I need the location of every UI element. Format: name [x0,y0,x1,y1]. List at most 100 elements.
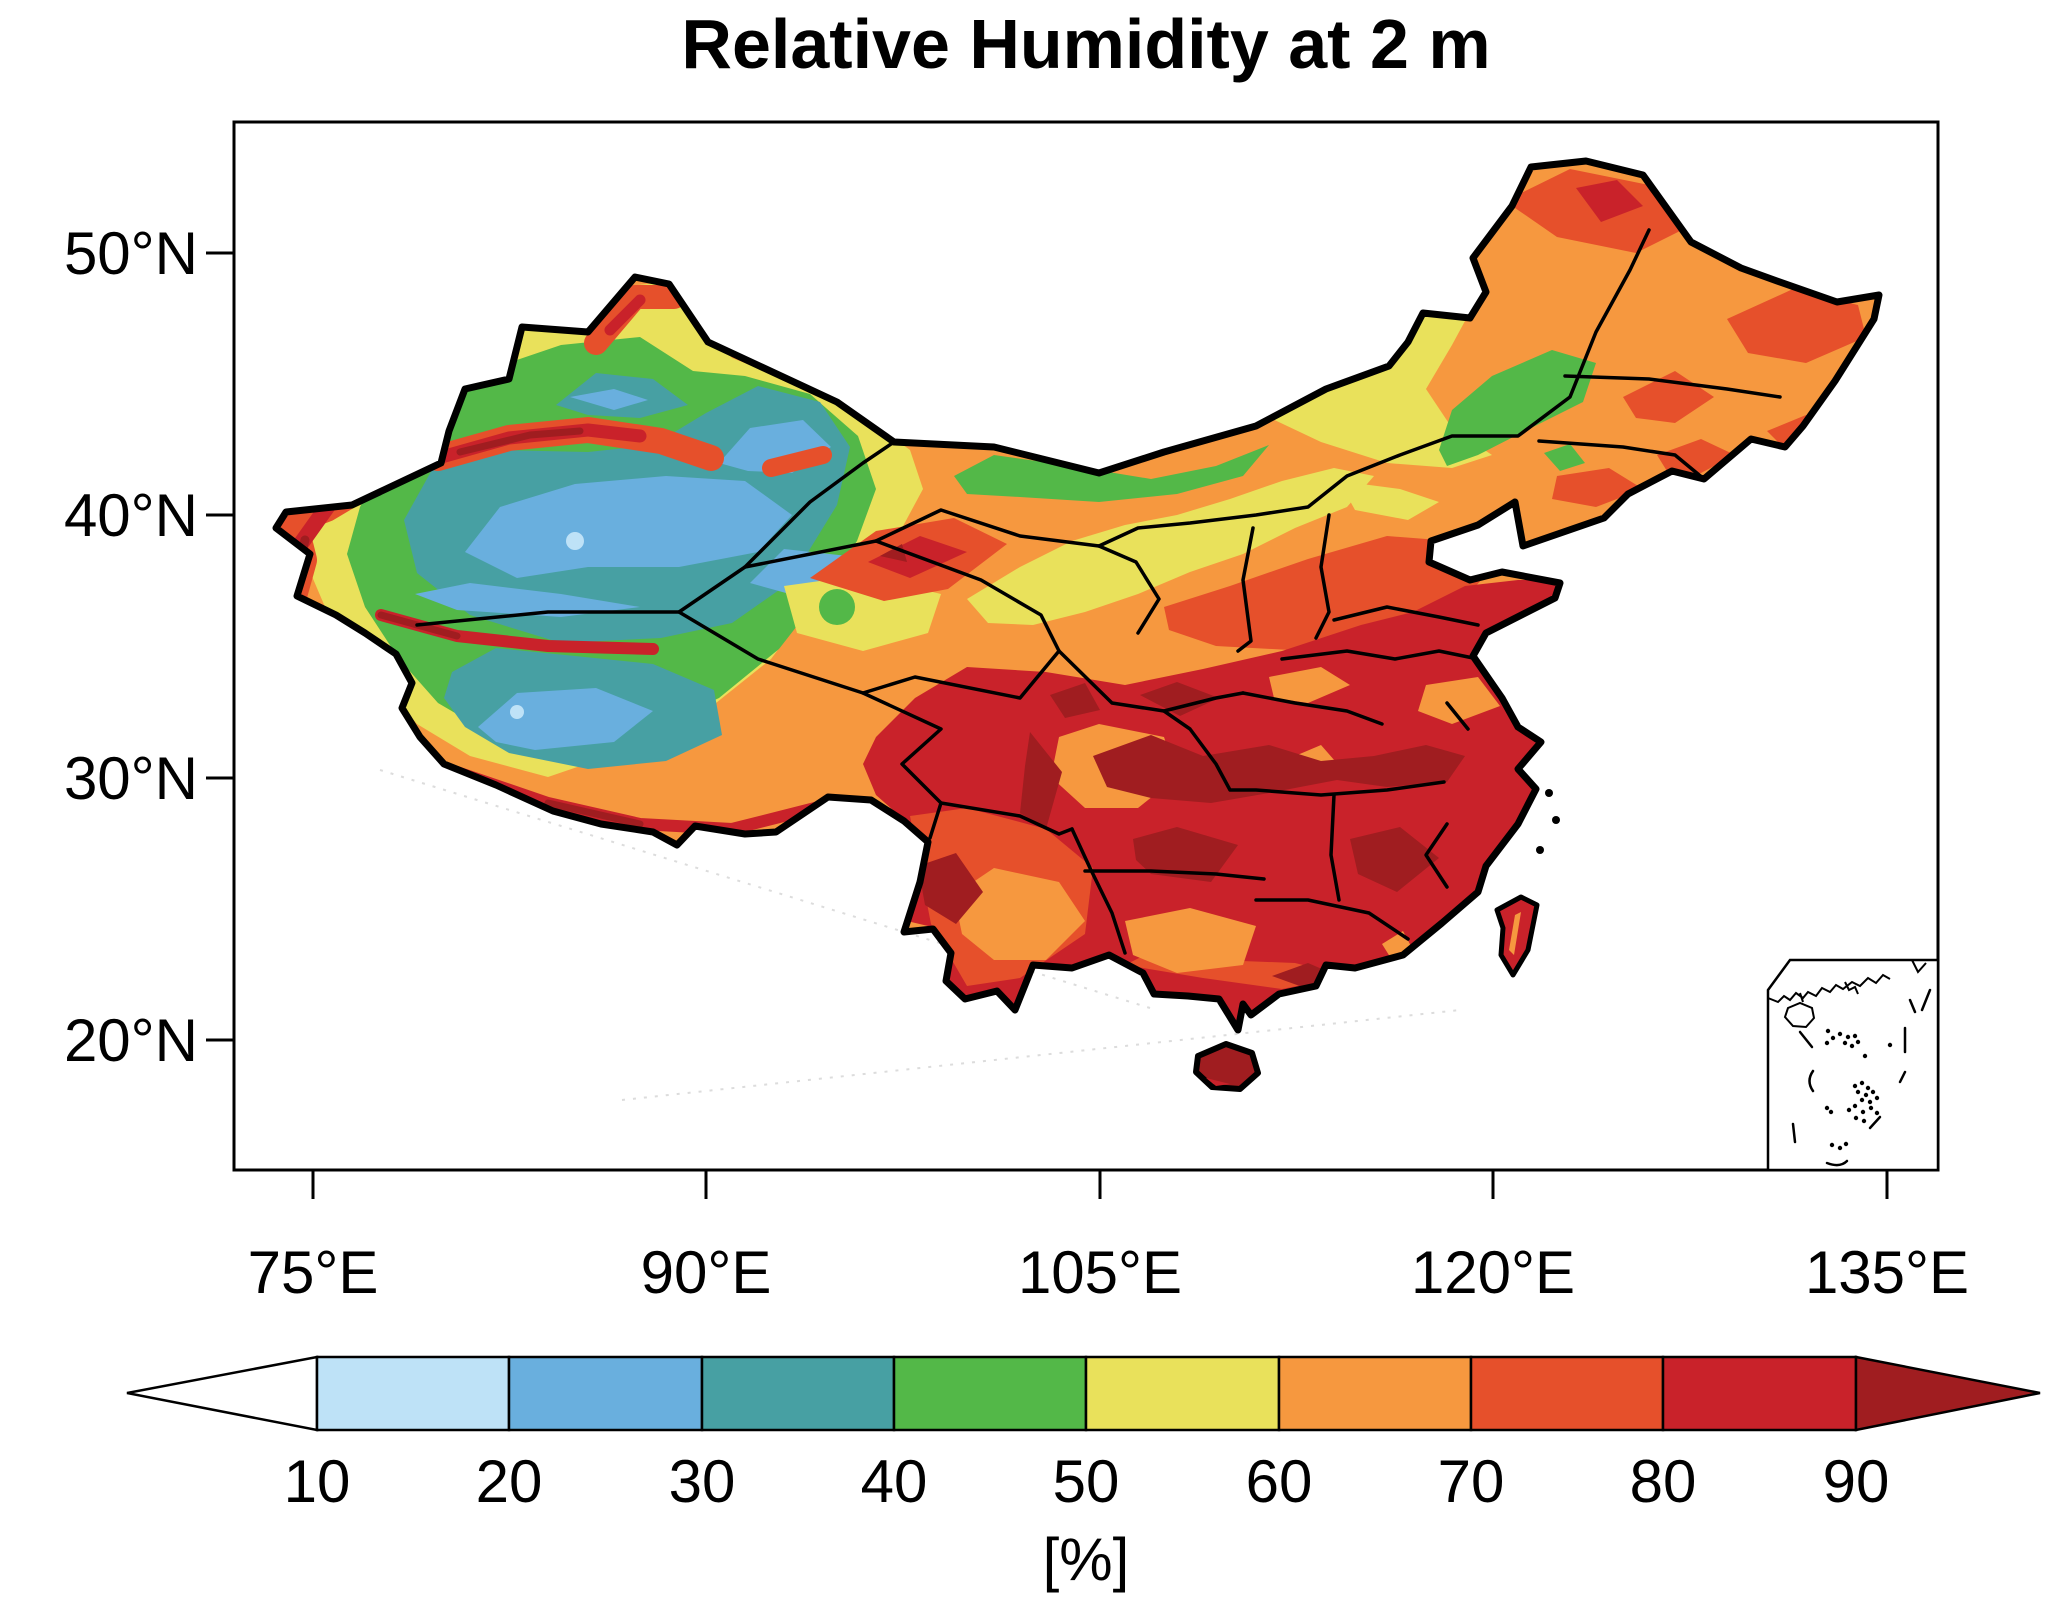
contour-orange-yunnan [954,868,1085,960]
colorbar-tick-label: 80 [1630,1448,1697,1515]
contour-fills [277,169,1866,1030]
colorbar-tick-label: 10 [284,1448,351,1515]
contour-green-liaoning [1544,444,1585,471]
contour-blue-tibet [478,688,653,750]
colorbar-under-arrow [126,1355,319,1432]
hainan-shape [1193,1041,1261,1092]
contour-green-qinghai [819,589,855,625]
inset-taiwan-tip [1911,959,1927,974]
colorbar-tick-label: 30 [669,1448,736,1515]
contour-darkred-nw-sichuan [1050,683,1100,718]
contour-lightblue-spot [566,532,584,550]
colorbar-tick-label: 50 [1053,1448,1120,1515]
x-tick-label: 135°E [1805,1239,1969,1306]
contour-darkred-guizhou [1133,827,1238,882]
x-tick-label: 75°E [248,1239,379,1306]
inset-dash [1808,1069,1815,1093]
colorbar-tick-label: 70 [1438,1448,1505,1515]
contour-lightblue-spot [510,705,524,719]
china-coastline [272,157,1883,1034]
contour-darkred-jiangxi [1350,827,1439,892]
inset-south-china-coast [1767,973,1891,1004]
inset-dash [1798,1030,1814,1049]
contour-orangered-ne-east [1727,289,1866,363]
colorbar-tick-label: 40 [861,1448,928,1515]
colorbar-segment-30-40 [700,1355,896,1432]
contour-orange-jiangsu [1418,677,1500,724]
inset-dash [1920,988,1932,1012]
contour-orangered-changbai [1657,439,1735,476]
inset-hainan [1783,1001,1816,1029]
colorbar-segment-60-70 [1277,1355,1473,1432]
colorbar-segment-80-90 [1661,1355,1858,1432]
ridge-altai-core [604,294,646,336]
inset-dash [1898,1070,1907,1084]
hainan-island [1193,1041,1261,1092]
inset-dash [1791,1122,1797,1144]
colorbar-segment-10-20 [315,1355,511,1432]
x-tick-label: 105°E [1018,1239,1182,1306]
contour-yellow-beijing [1339,481,1439,520]
colorbar-segments [315,1355,1858,1432]
y-tick-label: 40°N [64,482,198,549]
contour-darkred-west-yunnan [918,853,983,924]
colorbar: 10 20 30 40 50 60 70 80 90 [%] [126,1355,2041,1593]
contour-orange-guangxi [1125,908,1256,973]
contour-darkred-yangtze [1093,735,1465,803]
contour-red-ne-top [1576,180,1643,222]
colorbar-over-arrow [1854,1355,2041,1432]
inset-leizhou [1799,992,1804,1003]
inset-pearl-estuary [1844,981,1859,995]
island-dot [1545,789,1553,797]
taiwan-island [1494,894,1540,978]
colorbar-units-label: [%] [1043,1526,1130,1593]
chart-title: Relative Humidity at 2 m [681,5,1490,83]
contour-yellow-northchina [967,468,1374,625]
south-china-sea-inset [1766,958,1940,1172]
island-dot [1536,846,1544,854]
colorbar-tick-label: 60 [1246,1448,1313,1515]
inset-dash-line [1791,988,1932,1167]
inset-island-dots [1824,1028,1893,1151]
y-tick-label: 20°N [64,1007,198,1074]
faint-line [621,1009,1461,1101]
y-tick-label: 30°N [64,745,198,812]
contour-orange-henan [1269,667,1350,703]
colorbar-tick-labels: 10 20 30 40 50 60 70 80 90 [284,1448,1890,1515]
colorbar-tick-label: 90 [1823,1448,1890,1515]
plot-frame [232,120,1940,1172]
contour-darkred-sichuan-rim [1020,732,1062,829]
contour-blue-tarim-south [415,583,640,617]
island-dot [1552,816,1560,824]
colorbar-segment-50-60 [1084,1355,1281,1432]
inset-dash [1868,1115,1882,1130]
x-tick-label: 120°E [1411,1239,1575,1306]
inset-coastlines [1767,959,1927,1029]
contour-blue-junggar [570,389,648,410]
y-axis: 50°N 40°N 30°N 20°N [64,220,234,1074]
x-ticks [311,1170,1889,1199]
china-contour-map [272,157,1883,1092]
x-tick-label: 90°E [641,1239,772,1306]
contour-darkred-shaanxi [1140,682,1219,716]
inset-frame [1766,958,1940,1172]
hainan-red-rim [1206,1078,1230,1086]
ridge-east-tianshan [762,446,832,477]
colorbar-segment-70-80 [1469,1355,1665,1432]
contour-green-innermongolia [954,445,1269,502]
taiwan-orange-streak [1509,912,1521,955]
inset-dash [1908,998,1917,1014]
colorbar-segment-40-50 [892,1355,1088,1432]
y-ticks [206,251,234,1042]
colorbar-segment-20-30 [507,1355,704,1432]
coastal-islands [1536,789,1560,854]
contour-blue-tarim [465,476,792,578]
ridge-tianshan-dark [456,427,584,456]
inset-dash [1825,1159,1849,1167]
colorbar-tick-label: 20 [476,1448,543,1515]
x-axis: 75°E 90°E 105°E 120°E 135°E [248,1170,1969,1306]
province-boundaries [415,228,1782,955]
ridge-himalaya-dark [544,799,644,828]
